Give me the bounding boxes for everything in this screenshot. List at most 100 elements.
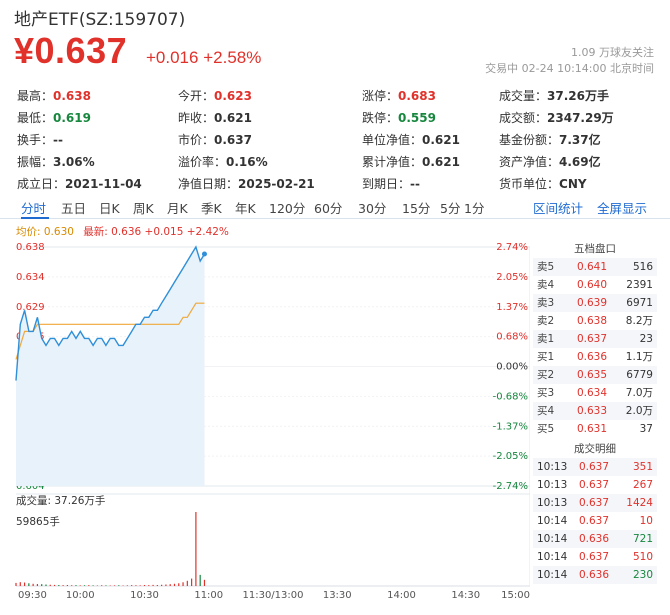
trade-row: 10:14 0.637 10 <box>533 512 657 530</box>
stat-value: 0.621 <box>422 132 460 147</box>
volume-bar <box>15 582 17 586</box>
tab-1[interactable]: 五日 <box>61 201 87 216</box>
volume-bar <box>66 585 68 586</box>
tab-4[interactable]: 月K <box>167 201 188 216</box>
volume-bar <box>139 585 141 586</box>
book-level-label: 卖4 <box>537 279 555 291</box>
tab-8[interactable]: 60分 <box>314 201 343 216</box>
stat-value: 0.638 <box>53 88 91 103</box>
book-level-label: 卖2 <box>537 315 555 327</box>
tab-0[interactable]: 分时 <box>21 201 47 216</box>
stat-value: 4.69亿 <box>559 154 601 169</box>
stat-item: 市价：0.637 <box>178 131 362 148</box>
volume-label: 成交量: 37.26万手 <box>16 495 106 507</box>
book-volume: 2.0万 <box>625 405 653 417</box>
trade-price: 0.637 <box>578 551 609 563</box>
trade-volume: 10 <box>639 515 653 527</box>
stat-label: 到期日： <box>362 176 411 191</box>
book-volume: 516 <box>632 261 653 273</box>
order-book-title: 五档盘口 <box>574 243 616 255</box>
stat-label: 换手： <box>17 132 54 147</box>
fullscreen-button[interactable]: 全屏显示 <box>597 201 648 216</box>
stock-title: 地产ETF(SZ:159707) <box>14 10 186 30</box>
stat-item: 单位净值：0.621 <box>362 131 499 148</box>
stats-row: 振幅：3.06% 溢价率：0.16% 累计净值：0.621 资产净值：4.69亿 <box>17 150 667 172</box>
book-price: 0.634 <box>576 387 607 399</box>
book-volume: 8.2万 <box>625 315 653 327</box>
stat-item: 最低：0.619 <box>17 109 178 126</box>
tab-10[interactable]: 15分 <box>402 201 431 216</box>
quote-stats-grid: 最高：0.638 今开：0.623 涨停：0.683 成交量：37.26万手 最低：0.… <box>17 84 667 194</box>
time-tick-label: 11:00 <box>194 590 223 601</box>
book-volume: 6971 <box>626 297 653 309</box>
stat-value: 0.559 <box>398 110 436 125</box>
trade-row: 10:13 0.637 351 <box>533 458 657 476</box>
trade-price: 0.637 <box>578 497 609 509</box>
stat-label: 跌停： <box>362 110 399 125</box>
stat-value: 3.06% <box>53 154 95 169</box>
stat-item: 资产净值：4.69亿 <box>499 153 659 170</box>
trade-time: 10:13 <box>537 461 568 473</box>
tab-11[interactable]: 5分 <box>440 201 461 216</box>
book-volume: 6779 <box>626 369 653 381</box>
time-tick-label: 11:30/13:00 <box>242 590 303 601</box>
stat-value: -- <box>410 176 420 191</box>
stat-value: 0.637 <box>214 132 252 147</box>
pct-tick-label: -1.37% <box>493 421 528 432</box>
volume-bar <box>45 584 47 586</box>
stat-item: 昨收：0.621 <box>178 109 362 126</box>
range-stats-button[interactable]: 区间统计 <box>533 201 584 216</box>
trades-title: 成交明细 <box>574 443 616 455</box>
volume-bar <box>118 585 120 586</box>
trade-volume: 721 <box>632 533 653 545</box>
followers-count: 1.09 万球友关注 <box>571 46 654 59</box>
price-tick-label: 0.604 <box>16 481 45 492</box>
volume-bar <box>53 584 56 586</box>
volume-bar <box>126 585 128 586</box>
intraday-chart[interactable]: 0.6382.74%0.6342.05%0.6291.37%0.6250.68%… <box>0 236 530 606</box>
volume-bar <box>75 585 77 586</box>
stat-label: 基金份额： <box>499 132 560 147</box>
book-volume: 23 <box>639 333 653 345</box>
stat-label: 振幅： <box>17 154 54 169</box>
book-volume: 37 <box>639 423 653 435</box>
stat-label: 今开： <box>178 88 215 103</box>
volume-bar <box>19 582 21 586</box>
volume-bar <box>165 584 167 586</box>
active-tab-indicator <box>21 217 49 219</box>
trade-row: 10:13 0.637 1424 <box>533 494 657 512</box>
stat-item: 成立日：2021-11-04 <box>17 175 178 192</box>
avg-price-line <box>15 302 205 360</box>
book-price: 0.633 <box>576 405 607 417</box>
volume-bar <box>199 574 201 586</box>
volume-bar <box>101 585 103 586</box>
bid-row: 买2 0.635 6779 <box>533 366 657 384</box>
tab-2[interactable]: 日K <box>99 201 120 216</box>
tab-3[interactable]: 周K <box>133 201 154 216</box>
stat-item: 涨停：0.683 <box>362 87 499 104</box>
book-volume: 7.0万 <box>625 387 653 399</box>
pct-tick-label: 0.00% <box>496 362 528 373</box>
trade-time: 10:14 <box>537 515 568 527</box>
tab-9[interactable]: 30分 <box>358 201 387 216</box>
price-area <box>16 247 205 486</box>
order-book-panel: 五档盘口 卖5 0.641 516 卖4 0.640 2391 卖3 0.639 6971 卖2 0.… <box>533 240 657 584</box>
trading-status: 交易中 02-24 10:14:00 北京时间 <box>485 62 654 75</box>
tab-5[interactable]: 季K <box>201 201 222 216</box>
stat-label: 涨停： <box>362 88 399 103</box>
change-percent: +2.58% <box>203 48 262 67</box>
volume-bar <box>105 585 107 586</box>
book-level-label: 买1 <box>537 351 555 363</box>
stat-label: 货币单位： <box>499 176 560 191</box>
stats-row: 成立日：2021-11-04 净值日期：2025-02-21 到期日：-- 货币单位：… <box>17 172 667 194</box>
volume-bar <box>169 584 171 586</box>
stat-label: 市价： <box>178 132 215 147</box>
tab-7[interactable]: 120分 <box>269 201 306 216</box>
pct-tick-label: 2.05% <box>496 272 528 283</box>
stat-item: 跌停：0.559 <box>362 109 499 126</box>
volume-bar <box>88 585 90 586</box>
tab-12[interactable]: 1分 <box>464 201 485 216</box>
stat-label: 昨收： <box>178 110 215 125</box>
tab-6[interactable]: 年K <box>235 201 256 216</box>
stat-label: 成立日： <box>17 176 66 191</box>
